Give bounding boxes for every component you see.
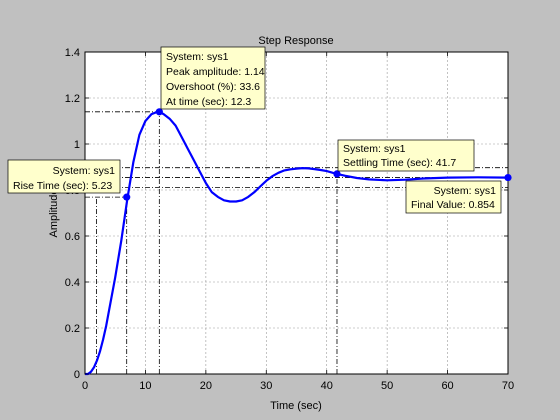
final-value-datatip-line: System: sys1 xyxy=(434,185,497,197)
x-tick-label: 20 xyxy=(200,380,212,392)
settling-time-datatip-box xyxy=(337,139,475,172)
peak-datatip-line: Peak amplitude: 1.14 xyxy=(166,66,265,78)
y-axis-label: Amplitude xyxy=(48,189,60,238)
settling-time-datatip-line: Settling Time (sec): 41.7 xyxy=(343,157,456,169)
settling-time-datatip-line: System: sys1 xyxy=(343,143,406,155)
rise-time-datatip-line: Rise Time (sec): 5.23 xyxy=(13,180,112,192)
x-tick-label: 40 xyxy=(321,380,333,392)
x-tick-label: 0 xyxy=(82,380,88,392)
x-tick-label: 70 xyxy=(502,380,514,392)
final-marker xyxy=(504,173,512,182)
chart-title: Step Response xyxy=(258,35,333,47)
peak-datatip-line: At time (sec): 12.3 xyxy=(166,96,251,108)
x-tick-label: 10 xyxy=(139,380,151,392)
rise-time-datatip-box xyxy=(7,159,121,194)
y-tick-label: 0.6 xyxy=(65,231,80,243)
peak-datatip-line: System: sys1 xyxy=(166,51,229,63)
y-tick-label: 1.4 xyxy=(65,47,80,59)
peak-marker xyxy=(155,108,163,116)
final-value-datatip[interactable]: System: sys1 Final Value: 0.854 xyxy=(405,180,502,214)
final-value-datatip-box xyxy=(405,180,502,214)
peak-datatip-box xyxy=(160,46,266,110)
characteristic-markers xyxy=(123,108,512,201)
y-tick-label: 0 xyxy=(74,369,80,381)
x-axis-label: Time (sec) xyxy=(270,400,322,412)
settling-marker xyxy=(333,170,341,178)
final-value-datatip-line: Final Value: 0.854 xyxy=(411,199,495,211)
rise-time-datatip-line: System: sys1 xyxy=(53,165,116,177)
y-tick-label: 0.2 xyxy=(65,323,80,335)
x-tick-label: 30 xyxy=(260,380,272,392)
y-tick-label: 1.2 xyxy=(65,93,80,105)
x-tick-label: 60 xyxy=(441,380,453,392)
y-tick-label: 0.4 xyxy=(65,277,80,289)
settling-time-datatip[interactable]: System: sys1 Settling Time (sec): 41.7 xyxy=(337,139,475,172)
peak-datatip[interactable]: System: sys1 Peak amplitude: 1.14 Oversh… xyxy=(160,46,266,110)
rise-time-datatip[interactable]: System: sys1 Rise Time (sec): 5.23 xyxy=(7,159,121,194)
y-tick-label: 1 xyxy=(74,139,80,151)
x-tick-label: 50 xyxy=(381,380,393,392)
peak-datatip-line: Overshoot (%): 33.6 xyxy=(166,81,260,93)
rise-marker xyxy=(123,193,131,201)
